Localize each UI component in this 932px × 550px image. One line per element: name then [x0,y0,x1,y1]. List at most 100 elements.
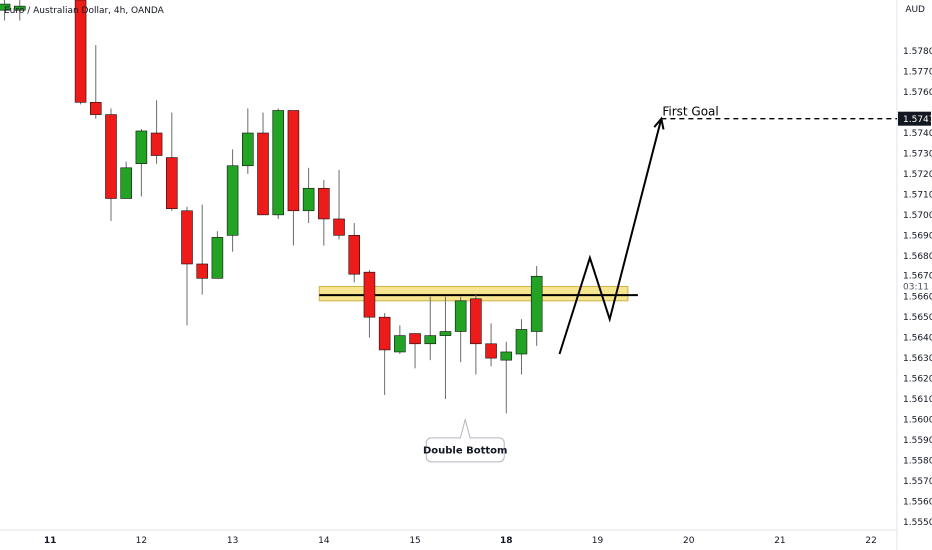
date-tick-label: 14 [318,536,330,546]
price-tick-label: 1.57400 [903,129,932,139]
double-bottom-label: Double Bottom [423,445,507,456]
price-tick-label: 1.57700 [903,68,932,78]
candle [530,266,543,346]
countdown-label: 03:11 [903,282,929,292]
price-tick-label: 1.56900 [903,231,932,241]
candle-body-up [211,237,224,279]
candle-body-down [348,235,361,275]
candle-body-down [409,333,421,345]
candle-body-down [485,343,497,359]
projection-path [558,118,663,355]
candle-body-up [394,335,406,353]
candle [302,167,315,224]
candle [470,294,482,375]
annotation-layer: First Goal Double Bottom [423,105,897,463]
candle [287,110,300,246]
price-tick-label: 1.55700 [903,477,932,487]
price-tick-label: 1.55500 [903,518,932,528]
candle-body-down [181,210,193,265]
candle-body-up [530,275,543,332]
candle-body-down [196,263,208,279]
candle [394,325,406,355]
price-tick-label: 1.57800 [903,47,932,57]
candle-body-down [333,218,345,236]
candle-body-down [166,157,178,210]
candle-body-down [74,0,87,103]
candle-body-down [287,110,300,212]
price-tick-label: 1.55800 [903,456,932,466]
first-goal-price-label: 1.57470 [903,115,932,125]
date-tick-label: 19 [592,536,604,546]
price-tick-label: 1.57100 [903,190,932,200]
candle [226,149,239,252]
candle-body-down [150,132,163,156]
candle-body-up [439,331,452,336]
candle [348,223,361,283]
double-bottom-callout-pointer [459,417,471,439]
date-tick-label: 12 [136,536,147,546]
candle [166,112,178,211]
candle-body-down [318,187,330,220]
date-tick-label: 11 [44,536,57,546]
date-tick-label: 13 [227,536,238,546]
candle-body-up [242,132,254,167]
date-tick-label: 15 [409,536,420,546]
candle [74,0,87,105]
candle [378,313,391,395]
current-price-label: 1.56704 [903,271,932,281]
price-axis[interactable]: 1.57800 1.57700 1.57600 1.57400 1.57300 1.572… [898,47,932,528]
first-goal-label: First Goal [662,105,718,119]
candle-body-down [470,298,482,345]
date-tick-label: 20 [683,536,695,546]
price-tick-label: 1.57000 [903,211,932,221]
candle-body-down [257,132,269,216]
candle-body-up [120,167,132,199]
price-tick-label: 1.55600 [903,497,932,507]
candle-body-up [302,187,315,212]
candle [242,108,254,174]
candle-body-up [500,351,513,361]
candle [318,180,330,246]
candle [515,319,528,375]
candle [0,0,11,21]
price-tick-label: 1.56500 [903,313,932,323]
time-axis[interactable]: 11 12 13 14 15 18 19 20 21 22 [44,536,877,546]
price-tick-label: 1.57300 [903,149,932,159]
price-tick-label: 1.56600 [903,293,932,303]
candle [409,333,421,369]
candle [257,112,269,216]
candle-body-up [226,165,239,236]
currency-label: AUD [905,5,925,15]
candle [90,45,102,119]
price-tick-label: 1.56400 [903,334,932,344]
price-tick-label: 1.56000 [903,415,932,425]
price-tick-label: 1.56800 [903,252,932,262]
candles-layer [0,0,543,414]
candle-body-up [424,335,437,345]
date-tick-label: 18 [500,536,513,546]
candle-body-up [0,3,11,11]
candle-body-up [135,130,148,165]
candle [211,231,224,279]
candle-body-up [515,329,528,355]
price-tick-label: 1.56200 [903,375,932,385]
price-tick-label: 1.56300 [903,354,932,364]
price-tick-label: 1.57600 [903,88,932,98]
candle [485,323,497,367]
candle [105,108,117,222]
date-tick-label: 22 [865,536,876,546]
candle [196,204,208,295]
candle [424,296,437,361]
candle [454,296,467,363]
candle-body-down [105,114,117,199]
price-tick-label: 1.55900 [903,436,932,446]
candle-body-up [272,110,284,216]
candle [272,108,284,219]
candle-body-down [363,271,376,318]
candle-body-up [454,300,467,332]
candle [439,296,452,400]
candle [135,128,148,197]
